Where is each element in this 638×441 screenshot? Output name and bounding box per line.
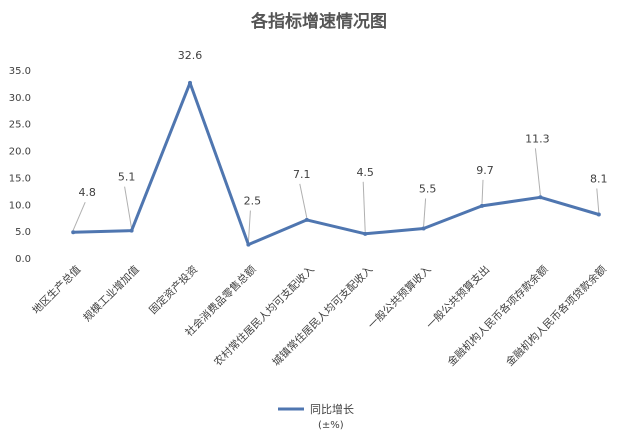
data-point xyxy=(188,80,192,85)
legend: 同比增长 (±%) xyxy=(278,402,354,431)
leader-line xyxy=(72,202,86,231)
leader-line xyxy=(481,179,484,204)
y-tick-label: 35.0 xyxy=(9,66,31,77)
data-labels: 4.8 5.1 32.6 2.5 7.1 4.5 5.5 9.7 11.3 8.1 xyxy=(78,49,607,208)
series-line xyxy=(71,81,601,247)
y-tick-label: 30.0 xyxy=(9,93,31,104)
data-label-leaders xyxy=(72,148,600,243)
chart-title: 各指标增速情况图 xyxy=(250,11,387,32)
leader-line xyxy=(534,148,541,196)
x-tick-label: 金融机构人民币各项存款余额 xyxy=(445,263,551,369)
series-line-group xyxy=(71,80,601,247)
leader-line xyxy=(362,181,366,232)
legend-sublabel: (±%) xyxy=(318,420,344,431)
y-tick-label: 0.0 xyxy=(15,254,31,265)
x-tick-label: 一般公共预算收入 xyxy=(365,263,434,332)
data-point xyxy=(129,228,134,233)
data-point xyxy=(71,230,76,235)
data-point xyxy=(596,212,601,217)
data-label: 4.5 xyxy=(356,166,374,179)
x-tick-label: 城镇常住居民人均可支配收入 xyxy=(270,263,376,369)
leader-line xyxy=(124,186,133,229)
data-label: 8.1 xyxy=(590,172,608,185)
data-point xyxy=(246,242,251,247)
x-tick-label: 固定资产投资 xyxy=(146,263,200,317)
y-tick-label: 15.0 xyxy=(9,173,31,184)
data-point xyxy=(363,231,368,236)
data-point xyxy=(480,203,484,208)
x-tick-label: 农村常住居民人均可支配收入 xyxy=(211,263,317,369)
data-label: 9.7 xyxy=(476,164,494,177)
y-axis: 0.0 5.0 10.0 15.0 20.0 25.0 30.0 35.0 xyxy=(9,66,31,265)
leader-line xyxy=(299,183,308,218)
data-label: 7.1 xyxy=(293,168,311,181)
data-label: 11.3 xyxy=(525,132,550,145)
data-label: 5.5 xyxy=(419,182,437,195)
y-tick-label: 10.0 xyxy=(9,200,31,211)
leader-line xyxy=(596,188,600,213)
x-tick-label: 金融机构人民币各项贷款余额 xyxy=(503,263,609,369)
data-point xyxy=(538,195,543,200)
x-tick-label: 规模工业增加值 xyxy=(81,263,143,325)
x-tick-label: 地区生产总值 xyxy=(30,263,84,317)
data-label: 32.6 xyxy=(178,49,203,62)
data-point xyxy=(304,217,309,222)
leader-line xyxy=(423,198,427,227)
data-point xyxy=(421,226,426,231)
data-label: 4.8 xyxy=(78,186,96,199)
data-label: 2.5 xyxy=(244,195,262,208)
y-tick-label: 20.0 xyxy=(9,147,31,158)
data-label: 5.1 xyxy=(118,171,136,184)
legend-label: 同比增长 xyxy=(310,402,354,416)
y-tick-label: 25.0 xyxy=(9,120,31,131)
leader-line xyxy=(247,210,251,243)
x-tick-label: 一般公共预算支出 xyxy=(424,263,493,332)
y-tick-label: 5.0 xyxy=(15,227,31,238)
